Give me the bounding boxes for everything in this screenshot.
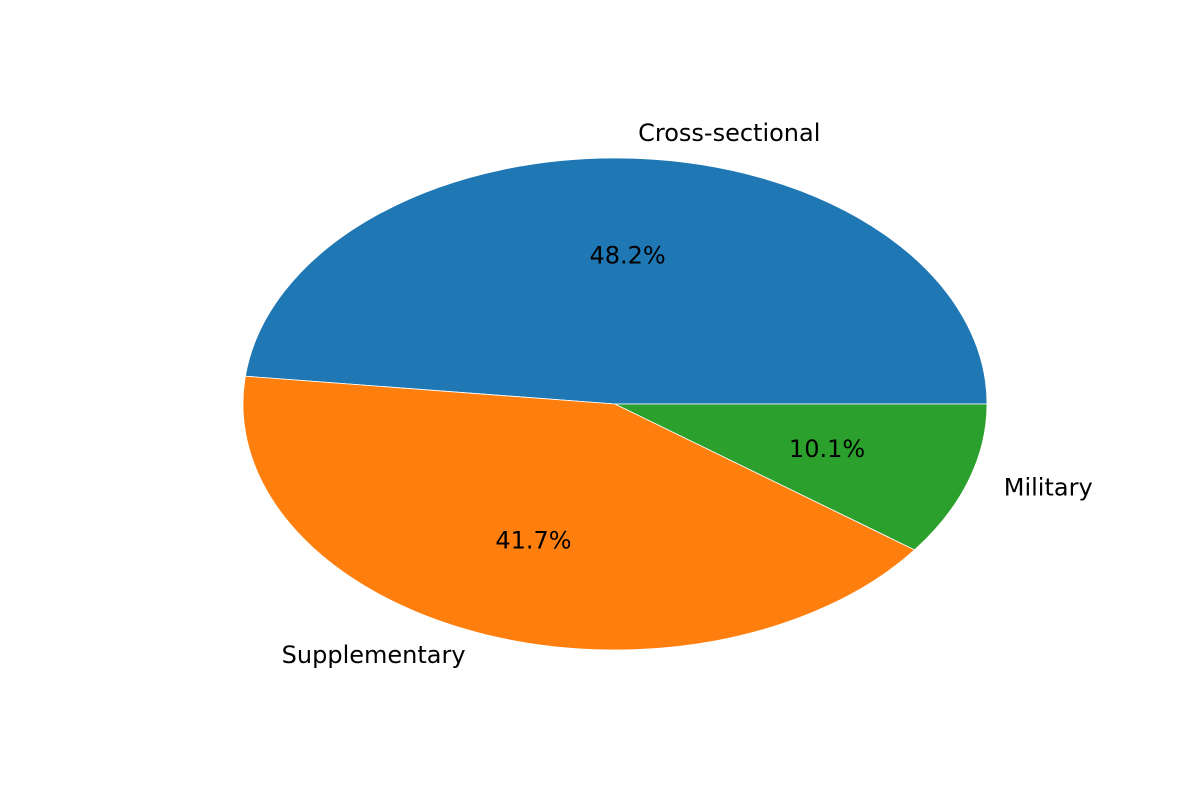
slice-percent-supplementary: 41.7% <box>495 526 571 554</box>
pie-slice-cross-sectional <box>244 157 988 405</box>
pie-slice-military <box>614 403 988 551</box>
pie-slice-supplementary <box>242 375 916 651</box>
slice-label-military: Military <box>1004 473 1093 501</box>
labels-layer: Cross-sectional 48.2% Supplementary 41.7% Mi… <box>282 119 1093 669</box>
slice-percent-military: 10.1% <box>789 435 865 463</box>
slice-label-supplementary: Supplementary <box>282 641 466 669</box>
slices-layer <box>242 157 988 651</box>
slice-label-cross-sectional: Cross-sectional <box>638 119 820 147</box>
slice-percent-cross-sectional: 48.2% <box>589 242 665 270</box>
